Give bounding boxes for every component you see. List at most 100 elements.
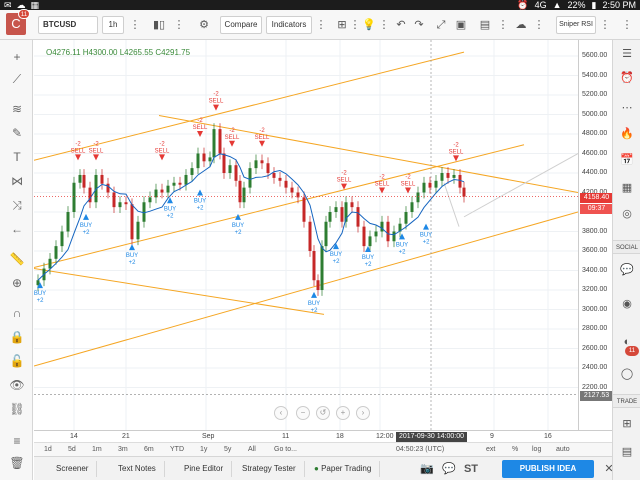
zoom-in-button[interactable]: + [336, 406, 350, 420]
range-1y[interactable]: 1y [200, 446, 208, 453]
cloud-save-icon[interactable]: ☁ [515, 19, 527, 31]
range-1d[interactable]: 1d [44, 446, 52, 453]
interval-dropdown-icon[interactable]: ⋮ [129, 19, 141, 31]
goto-date-button[interactable]: Go to... [274, 446, 297, 453]
interval-select[interactable]: 1h [102, 16, 124, 34]
trash-icon[interactable]: 🗑 [9, 456, 25, 470]
dom-icon[interactable]: ▤ [621, 446, 633, 458]
idea-lightbulb-icon[interactable]: 💡 [362, 19, 376, 31]
time-axis[interactable]: 14 21 Sep 11 18 12:00 9 16 2017-09-30 14:00:00 [34, 430, 612, 442]
social-label[interactable]: SOCIAL [613, 240, 640, 254]
save-dropdown-icon[interactable]: ⋮ [533, 19, 545, 31]
range-3m[interactable]: 3m [118, 446, 128, 453]
reset-chart-button[interactable]: ↺ [316, 406, 330, 420]
more-menu-icon[interactable]: ⋮ [621, 19, 633, 31]
data-window-icon[interactable]: ⋯ [621, 102, 633, 114]
camera-icon[interactable]: 📷 [420, 463, 434, 475]
scroll-right-button[interactable]: › [356, 406, 370, 420]
bar-style-icon[interactable]: ▮▯ [152, 19, 166, 31]
text-tool-icon[interactable]: T [13, 150, 21, 164]
broadcast-icon[interactable]: ◉ [622, 298, 632, 310]
trade-label[interactable]: TRADE [613, 394, 640, 408]
eye-visibility-icon[interactable]: 👁 [9, 378, 25, 392]
measure-icon[interactable]: 📏 [9, 252, 25, 266]
layout-icon[interactable]: ▤ [479, 19, 491, 31]
candle-body [362, 226, 366, 247]
auto-toggle[interactable]: auto [556, 446, 570, 453]
close-panel-icon[interactable]: ✕ [604, 463, 614, 475]
chart-canvas[interactable]: -2 SELL -2 SELL -2 SELL -2 SELL -2 SELL -2 SELL -2 SE… [34, 40, 578, 430]
range-ytd[interactable]: YTD [170, 446, 184, 453]
percent-toggle[interactable]: % [512, 446, 519, 453]
calendar-alt-icon[interactable]: ▦ [621, 182, 633, 194]
fib-retracement-icon[interactable]: ≋ [11, 102, 23, 116]
order-panel-icon[interactable]: ⊞ [622, 418, 632, 430]
brush-icon[interactable]: ✎ [11, 126, 23, 140]
watchlist-icon[interactable]: ☰ [622, 48, 632, 60]
link-icon[interactable]: ⛓ [9, 402, 25, 416]
redo-icon[interactable]: ↷ [414, 19, 424, 31]
collapse-arrow-icon[interactable]: ← [11, 222, 23, 236]
private-chat-icon[interactable]: ◐ [623, 336, 631, 348]
range-1m[interactable]: 1m [92, 446, 102, 453]
magnet-icon[interactable]: ∩ [12, 306, 22, 320]
paper-trading-tab[interactable]: ● Paper Trading [306, 461, 381, 477]
zoom-in-icon[interactable]: ⊕ [11, 276, 23, 290]
alert-add-icon[interactable]: ⊞ [337, 19, 347, 31]
layout-dropdown-icon[interactable]: ⋮ [497, 19, 509, 31]
hotlist-icon[interactable]: 🔥 [620, 128, 634, 140]
lock-drawings-icon[interactable]: 🔒 [9, 330, 25, 344]
buy-signal-value: +2 [129, 260, 137, 266]
range-5d[interactable]: 5d [68, 446, 76, 453]
scroll-left-button[interactable]: ‹ [274, 406, 288, 420]
chat-bubble-icon[interactable]: 💬 [442, 463, 456, 475]
notifications-icon[interactable]: ◯ [620, 368, 634, 380]
log-toggle[interactable]: log [532, 446, 542, 453]
buy-signal-label: BUY [362, 255, 374, 261]
candle-body [324, 221, 328, 247]
zoom-out-button[interactable]: − [296, 406, 310, 420]
strategy-tester-tab[interactable]: Strategy Tester [234, 461, 305, 477]
symbol-search-input[interactable]: BTCUSD [38, 16, 98, 34]
trend-line-icon[interactable]: ⟋ [12, 72, 22, 86]
candle-body [316, 280, 320, 290]
template-dropdown-icon[interactable]: ⋮ [599, 19, 611, 31]
screener-tab[interactable]: Screener [48, 461, 98, 477]
projection-line [443, 182, 460, 227]
undo-icon[interactable]: ↶ [396, 19, 406, 31]
candle-body [212, 129, 216, 158]
stocktwits-icon[interactable]: ST [463, 463, 479, 475]
idea-dropdown-icon[interactable]: ⋮ [378, 19, 390, 31]
alert-dropdown-icon[interactable]: ⋮ [349, 19, 361, 31]
text-notes-tab[interactable]: Text Notes [110, 461, 165, 477]
pine-editor-tab[interactable]: Pine Editor [176, 461, 233, 477]
range-6m[interactable]: 6m [144, 446, 154, 453]
range-5y[interactable]: 5y [224, 446, 232, 453]
pattern-tool-icon[interactable]: ⋈ [11, 174, 23, 188]
snapshot-icon[interactable]: ▣ [455, 19, 467, 31]
buy-arrow [197, 189, 203, 196]
sniper-rsi-button[interactable]: Sniper RSI [556, 16, 596, 34]
indicators-button[interactable]: Indicators [266, 16, 312, 34]
alarm-clock-icon[interactable]: ⏰ [620, 72, 634, 84]
crosshair-icon[interactable]: + [13, 50, 21, 64]
publish-idea-button[interactable]: PUBLISH IDEA [502, 460, 594, 478]
range-all[interactable]: All [248, 446, 256, 453]
utc-clock[interactable]: 04:50:23 (UTC) [396, 446, 445, 453]
prediction-tool-icon[interactable]: ⤨ [12, 198, 22, 212]
lock-icon[interactable]: 🔓 [9, 354, 25, 368]
ext-toggle[interactable]: ext [486, 446, 496, 453]
fullscreen-icon[interactable]: ⤢ [436, 19, 446, 31]
buy-signal-label: BUY [164, 206, 176, 212]
chart-type-dropdown-icon[interactable]: ⋮ [173, 19, 185, 31]
candle-body [350, 202, 354, 208]
layers-icon[interactable]: ≡ [13, 434, 21, 448]
indicators-dropdown-icon[interactable]: ⋮ [315, 19, 327, 31]
chat-icon[interactable]: 💬 [620, 264, 634, 276]
ideas-stream-icon[interactable]: ◎ [622, 208, 632, 220]
compare-button[interactable]: Compare [220, 16, 262, 34]
calendar-icon[interactable]: 📅 [620, 154, 634, 166]
price-axis[interactable]: 5600.00 5400.00 5200.00 5000.00 4800.00 4600.… [578, 40, 613, 430]
settings-gear-icon[interactable]: ⚙ [199, 19, 209, 31]
sell-signal-value: -2 [197, 118, 203, 124]
